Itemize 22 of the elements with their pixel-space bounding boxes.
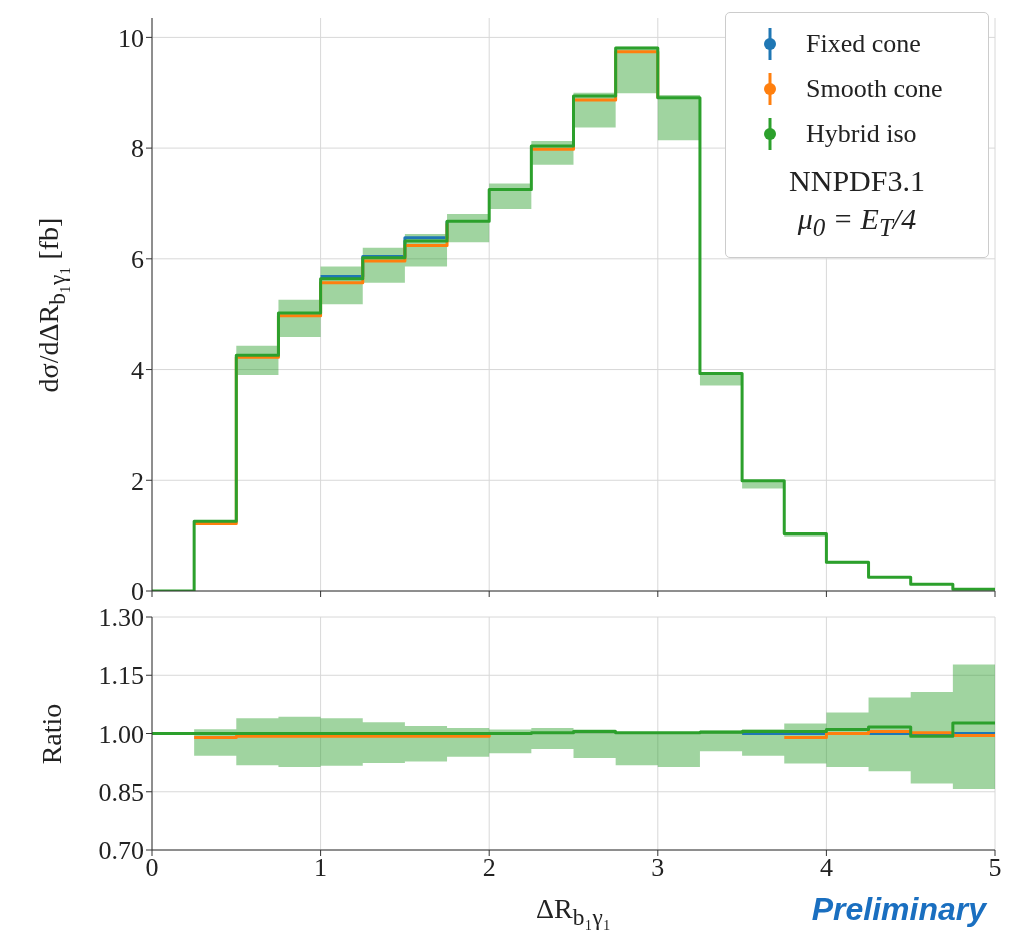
- legend-label: Hybrid iso: [806, 118, 917, 149]
- x-tick-label: 3: [651, 853, 665, 883]
- x-tick-label: 2: [482, 853, 496, 883]
- y-tick-label: 4: [131, 355, 144, 385]
- y-tick-label: 1.00: [98, 719, 144, 749]
- text: Preliminary: [811, 891, 986, 928]
- y-tick-label: 6: [131, 245, 144, 275]
- x-tick-label: 4: [819, 853, 833, 883]
- x-axis-title: ΔR$_{b₁γ₁}$: [536, 893, 611, 931]
- y-axis-title: Ratio: [36, 703, 68, 764]
- x-tick-label: 5: [988, 853, 1002, 883]
- y-tick-label: 0.70: [98, 836, 144, 866]
- legend-label: Fixed cone: [806, 28, 921, 59]
- x-tick-label: 1: [314, 853, 328, 883]
- y-tick-label: 0.85: [98, 777, 144, 807]
- y-tick-label: 8: [131, 134, 144, 164]
- y-tick-label: 10: [118, 23, 144, 53]
- annotation: μ$_{0}$ = E$_{T}$/4: [796, 201, 918, 243]
- annotation: NNPDF3.1: [788, 163, 926, 199]
- legend-label: Smooth cone: [806, 73, 943, 104]
- y-tick-label: 2: [131, 466, 144, 496]
- y-tick-label: 1.15: [98, 661, 144, 691]
